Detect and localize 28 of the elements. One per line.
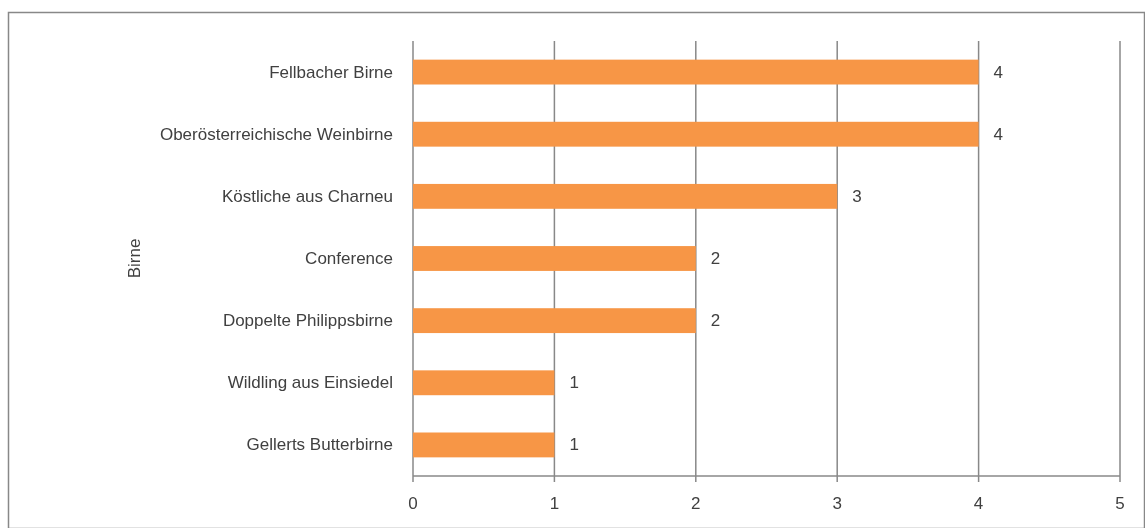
y-tick-label: Wildling aus Einsiedel [227,373,393,393]
y-tick-label: Gellerts Butterbirne [246,435,393,455]
data-label: 2 [710,249,721,268]
y-tick-label: Oberösterreichische Weinbirne [159,124,393,144]
y-axis-title: Birne [125,238,144,279]
bar [413,121,979,147]
data-label: 4 [993,124,1004,144]
y-tick-label: Doppelte Philippsbirne [222,311,393,331]
x-tick-label: 0 [408,494,418,513]
x-tick-label: 5 [1115,494,1125,513]
y-tick-label: Conference [305,249,393,268]
y-tick-label: Fellbacher Birne [269,62,393,82]
data-label: 2 [710,311,721,331]
x-tick-label: 1 [549,494,560,513]
bar [413,183,838,209]
bar [413,432,555,458]
x-tick-label: 3 [832,494,842,513]
data-label: 4 [993,62,1004,82]
bar [413,59,979,85]
y-tick-label: Köstliche aus Charneu [221,186,393,206]
bar [413,370,555,396]
bar [413,246,696,271]
x-tick-label: 2 [691,494,701,513]
bar [413,308,696,334]
data-label: 3 [852,186,862,206]
x-tick-label: 4 [973,494,984,513]
data-label: 1 [569,373,579,393]
data-label: 1 [569,435,579,455]
